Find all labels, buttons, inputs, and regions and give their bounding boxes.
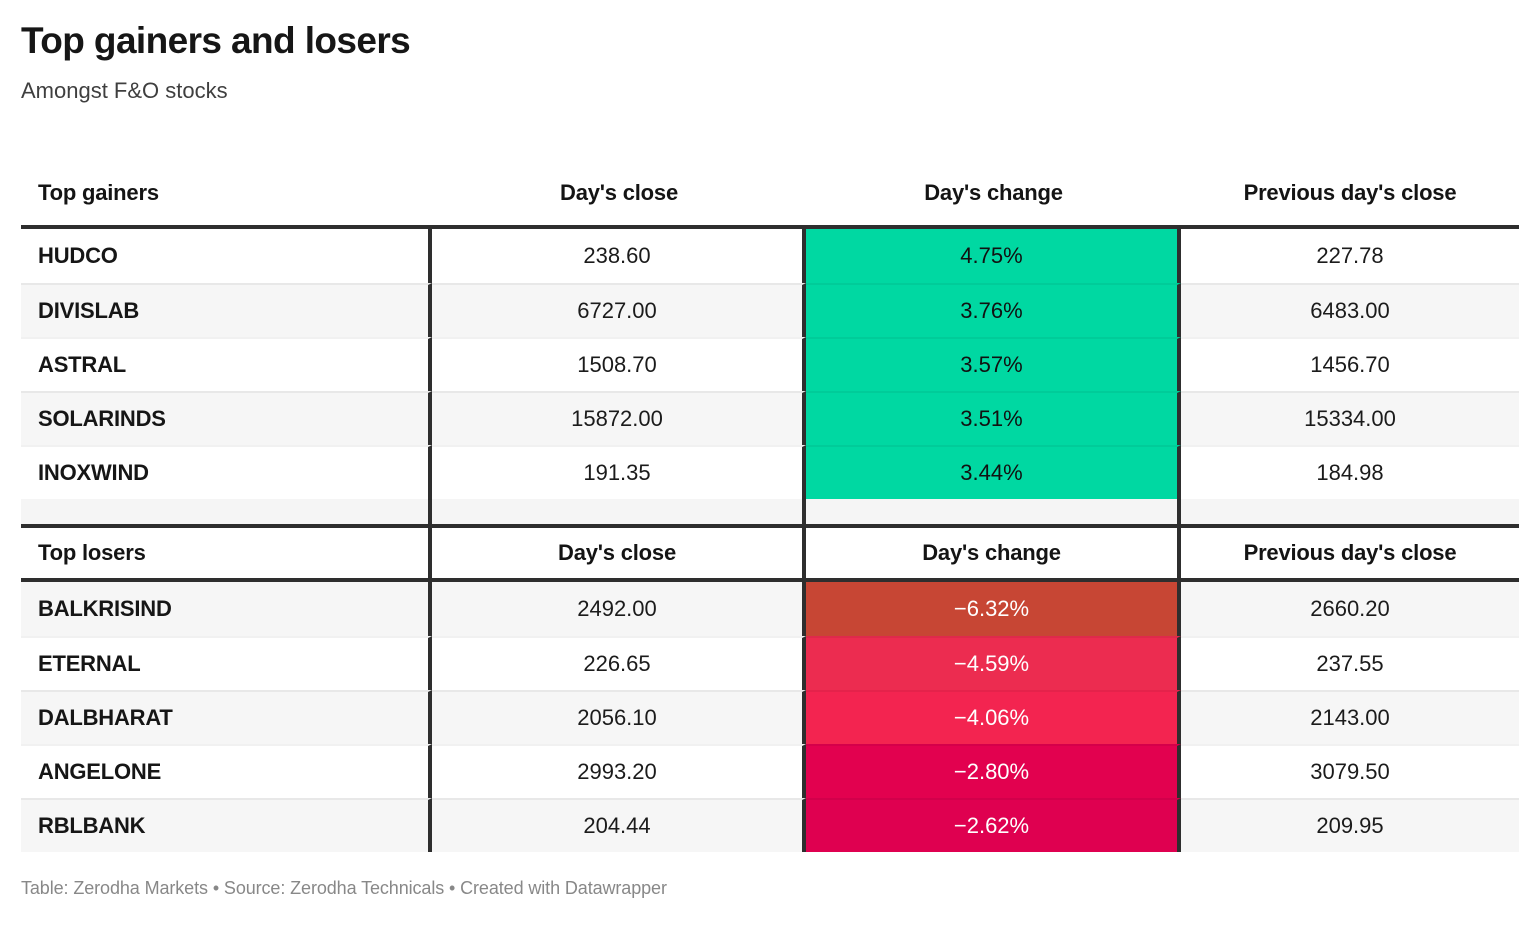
prev-close-cell: 3079.50 [1181,743,1519,798]
days-close-cell: 2056.10 [432,689,806,744]
spacer-cell [432,498,806,524]
column-header: Day's change [806,527,1181,578]
table-row: DALBHARAT 2056.10 −4.06% 2143.00 [21,689,1519,744]
column-header: Top gainers [21,161,432,225]
days-change-cell: 3.76% [806,282,1181,337]
table-row: BALKRISIND 2492.00 −6.32% 2660.20 [21,581,1519,636]
days-close-cell: 6727.00 [432,282,806,337]
footer-source-credit-link[interactable]: Zerodha Technicals [290,877,445,898]
footer-table-credit-link[interactable]: Zerodha Markets [73,877,208,898]
chart-title: Top gainers and losers [21,20,411,61]
spacer-row [21,498,1519,528]
days-change-cell: −2.62% [806,797,1181,852]
days-change-cell: −2.80% [806,743,1181,798]
stock-name-cell: SOLARINDS [21,390,432,445]
footer-table-label: Table: [21,877,74,898]
table-row: ASTRAL 1508.70 3.57% 1456.70 [21,336,1519,391]
days-change-cell: 4.75% [806,228,1181,283]
column-header: Top losers [21,527,432,578]
stock-name-cell: DIVISLAB [21,282,432,337]
top-gainers-table: Top gainers Day's close Day's change Previo… [21,161,1519,499]
footer-datawrapper-link[interactable]: Created with Datawrapper [460,877,667,898]
prev-close-cell: 6483.00 [1181,282,1519,337]
stock-name-cell: BALKRISIND [21,581,432,636]
column-header: Day's close [432,527,806,578]
stock-name-cell: HUDCO [21,228,432,283]
stock-name-cell: ASTRAL [21,336,432,391]
table-row: ETERNAL 226.65 −4.59% 237.55 [21,635,1519,690]
chart-footer: Table: Zerodha Markets • Source: Zerodha… [21,878,1519,899]
days-change-cell: −4.59% [806,635,1181,690]
column-header: Previous day's close [1181,527,1519,578]
prev-close-cell: 184.98 [1181,444,1519,499]
stock-name-cell: DALBHARAT [21,689,432,744]
days-close-cell: 2993.20 [432,743,806,798]
stock-name-cell: ETERNAL [21,635,432,690]
spacer-cell [1181,498,1519,524]
table-row: RBLBANK 204.44 −2.62% 209.95 [21,797,1519,852]
days-change-cell: −6.32% [806,581,1181,636]
days-change-cell: 3.44% [806,444,1181,499]
days-close-cell: 2492.00 [432,581,806,636]
chart-subtitle: Amongst F&O stocks [21,77,228,103]
prev-close-cell: 1456.70 [1181,336,1519,391]
column-header: Previous day's close [1181,161,1519,225]
column-header: Day's change [806,161,1181,225]
table-row: INOXWIND 191.35 3.44% 184.98 [21,444,1519,499]
tables-container: Top gainers Day's close Day's change Previo… [21,161,1519,852]
prev-close-cell: 237.55 [1181,635,1519,690]
column-header: Day's close [432,161,806,225]
spacer-cell [21,498,432,524]
stock-name-cell: INOXWIND [21,444,432,499]
footer-source-label: • Source: [212,877,291,898]
stock-name-cell: RBLBANK [21,797,432,852]
days-close-cell: 191.35 [432,444,806,499]
prev-close-cell: 2143.00 [1181,689,1519,744]
prev-close-cell: 15334.00 [1181,390,1519,445]
days-close-cell: 238.60 [432,228,806,283]
footer-bullet-separator: • [449,877,461,898]
days-change-cell: 3.51% [806,390,1181,445]
stock-name-cell: ANGELONE [21,743,432,798]
table-header-row: Top losers Day's close Day's change Previou… [21,527,1519,582]
table-header-row: Top gainers Day's close Day's change Previo… [21,161,1519,229]
table-row: ANGELONE 2993.20 −2.80% 3079.50 [21,743,1519,798]
days-close-cell: 226.65 [432,635,806,690]
prev-close-cell: 227.78 [1181,228,1519,283]
days-close-cell: 15872.00 [432,390,806,445]
top-losers-table: Top losers Day's close Day's change Previou… [21,527,1519,852]
table-row: HUDCO 238.60 4.75% 227.78 [21,228,1519,283]
table-row: SOLARINDS 15872.00 3.51% 15334.00 [21,390,1519,445]
days-change-cell: −4.06% [806,689,1181,744]
spacer-cell [806,498,1181,524]
prev-close-cell: 209.95 [1181,797,1519,852]
days-close-cell: 1508.70 [432,336,806,391]
prev-close-cell: 2660.20 [1181,581,1519,636]
datawrapper-table-chart: Top gainers and losers Amongst F&O stock… [21,20,1519,899]
days-close-cell: 204.44 [432,797,806,852]
table-row: DIVISLAB 6727.00 3.76% 6483.00 [21,282,1519,337]
days-change-cell: 3.57% [806,336,1181,391]
